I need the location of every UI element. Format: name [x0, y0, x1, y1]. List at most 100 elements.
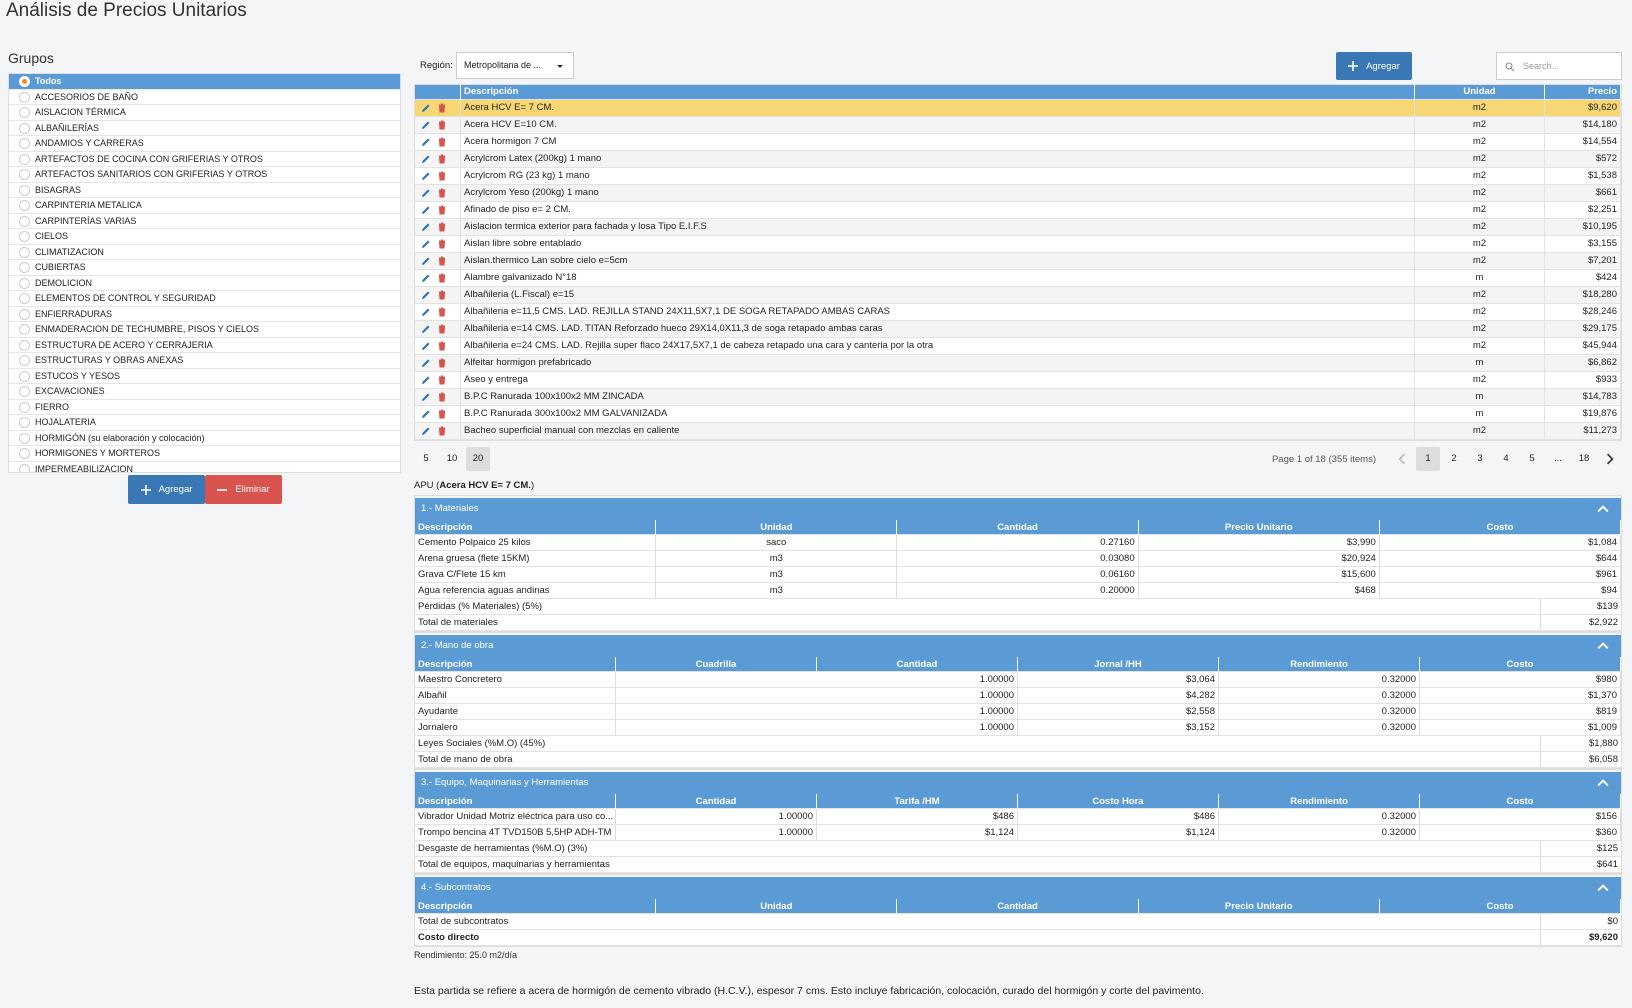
- dropdown-caret[interactable]: [555, 61, 565, 71]
- table-row[interactable]: Albañileria (L.Fiscal) e=15 m2 $18,280: [415, 287, 1621, 304]
- delete-icon[interactable]: [437, 137, 447, 147]
- group-item[interactable]: ANDAMIOS Y CARRERAS: [9, 136, 400, 152]
- radio[interactable]: [19, 215, 30, 227]
- edit-icon[interactable]: [421, 409, 431, 419]
- delete-icon[interactable]: [437, 358, 447, 368]
- table-row[interactable]: Acrylcrom Yeso (200kg) 1 mano m2 $661: [415, 185, 1621, 202]
- add-group-button[interactable]: Agregar: [128, 475, 205, 504]
- table-row[interactable]: Alfeitar hormigon prefabricado m $6,862: [415, 355, 1621, 372]
- section-header[interactable]: 1.- Materiales: [415, 498, 1621, 520]
- table-row[interactable]: B.P.C Ranurada 300x100x2 MM GALVANIZADA m…: [415, 406, 1621, 423]
- group-item[interactable]: DEMOLICION: [9, 276, 400, 291]
- page-button[interactable]: 18: [1578, 453, 1590, 464]
- collapse-icon[interactable]: [1597, 640, 1609, 652]
- table-row[interactable]: Acera HCV E=10 CM. m2 $14,180: [415, 117, 1621, 134]
- radio[interactable]: [19, 448, 30, 459]
- edit-icon[interactable]: [421, 103, 431, 113]
- page-button[interactable]: 4: [1503, 453, 1509, 464]
- radio[interactable]: [19, 370, 30, 382]
- group-item[interactable]: CARPINTERIA METALICA: [9, 198, 400, 214]
- prev-page[interactable]: [1396, 453, 1408, 465]
- table-row[interactable]: Bacheo superficial manual con mezclas en…: [415, 423, 1621, 440]
- add-button[interactable]: Agregar: [1336, 52, 1412, 80]
- group-item[interactable]: ESTUCOS Y YESOS: [9, 369, 400, 384]
- radio[interactable]: [19, 138, 30, 149]
- radio[interactable]: [19, 355, 30, 366]
- page-size[interactable]: 5: [423, 453, 429, 464]
- edit-icon[interactable]: [421, 375, 431, 385]
- table-row[interactable]: B.P.C Ranurada 100x100x2 MM ZINCADA m $14,…: [415, 389, 1621, 406]
- table-row[interactable]: Albañileria e=11,5 CMS. LAD. REJILLA STA…: [415, 304, 1621, 321]
- section-header[interactable]: 2.- Mano de obra: [415, 635, 1621, 657]
- page-size[interactable]: 10: [446, 453, 458, 464]
- edit-icon[interactable]: [421, 358, 431, 368]
- group-item[interactable]: CUBIERTAS: [9, 260, 400, 276]
- radio[interactable]: [19, 339, 30, 351]
- delete-icon[interactable]: [437, 375, 447, 385]
- table-row[interactable]: Acrylcrom Latex (200kg) 1 mano m2 $572: [415, 151, 1621, 168]
- delete-icon[interactable]: [437, 239, 447, 249]
- group-item[interactable]: CIELOS: [9, 229, 400, 245]
- group-item[interactable]: BISAGRAS: [9, 183, 400, 198]
- radio[interactable]: [19, 246, 30, 258]
- edit-icon[interactable]: [421, 137, 431, 147]
- group-item[interactable]: EXCAVACIONES: [9, 384, 400, 400]
- delete-icon[interactable]: [437, 154, 447, 164]
- edit-icon[interactable]: [421, 239, 431, 249]
- delete-icon[interactable]: [437, 171, 447, 181]
- radio[interactable]: [19, 184, 30, 196]
- delete-group-button[interactable]: Eliminar: [205, 475, 282, 504]
- group-item[interactable]: ARTEFACTOS DE COCINA CON GRIFERIAS Y OTR…: [9, 152, 400, 167]
- edit-icon[interactable]: [421, 341, 431, 351]
- page-button[interactable]: 1: [1416, 447, 1440, 471]
- group-item[interactable]: HORMIGONES Y MORTEROS: [9, 446, 400, 462]
- radio[interactable]: [19, 107, 30, 118]
- delete-icon[interactable]: [437, 103, 447, 113]
- plus-icon[interactable]: [1348, 61, 1359, 71]
- group-item[interactable]: CARPINTERÍAS VARIAS: [9, 214, 400, 229]
- table-row[interactable]: Aislan libre sobre entablado m2 $3,155: [415, 236, 1621, 253]
- delete-icon[interactable]: [437, 341, 447, 351]
- delete-icon[interactable]: [437, 188, 447, 198]
- delete-icon[interactable]: [437, 120, 447, 130]
- group-item[interactable]: HORMIGÓN (su elaboración y colocación): [9, 431, 400, 446]
- search-box[interactable]: Search...: [1496, 52, 1622, 80]
- radio[interactable]: [19, 122, 30, 134]
- region-select[interactable]: Metropolitana de ...: [456, 52, 574, 79]
- delete-icon[interactable]: [437, 426, 447, 436]
- group-item[interactable]: ELEMENTOS DE CONTROL Y SEGURIDAD: [9, 291, 400, 307]
- radio[interactable]: [19, 91, 30, 103]
- group-item[interactable]: CLIMATIZACION: [9, 245, 400, 260]
- group-item[interactable]: HOJALATERIA: [9, 415, 400, 431]
- delete-icon[interactable]: [437, 324, 447, 334]
- table-row[interactable]: Acrylcrom RG (23 kg) 1 mano m2 $1,538: [415, 168, 1621, 185]
- edit-icon[interactable]: [421, 171, 431, 181]
- plus-icon[interactable]: [140, 484, 151, 495]
- delete-icon[interactable]: [437, 392, 447, 402]
- radio[interactable]: [19, 169, 30, 180]
- radio[interactable]: [19, 293, 30, 304]
- group-item[interactable]: ALBAÑILERÍAS: [9, 121, 400, 136]
- group-item[interactable]: IMPERMEABILIZACION: [9, 462, 400, 472]
- delete-icon[interactable]: [437, 290, 447, 300]
- page-button[interactable]: 2: [1451, 453, 1457, 464]
- table-row[interactable]: Aislacion termica exterior para fachada …: [415, 219, 1621, 236]
- table-row[interactable]: Aseo y entrega m2 $933: [415, 372, 1621, 389]
- edit-icon[interactable]: [421, 273, 431, 283]
- table-row[interactable]: Albañileria e=24 CMS. LAD. Rejilla super…: [415, 338, 1621, 355]
- edit-icon[interactable]: [421, 392, 431, 402]
- edit-icon[interactable]: [421, 154, 431, 164]
- radio[interactable]: [19, 324, 30, 335]
- group-item[interactable]: FIERRO: [9, 400, 400, 415]
- radio[interactable]: [19, 76, 30, 87]
- next-page[interactable]: [1604, 453, 1616, 465]
- page-size[interactable]: 20: [466, 447, 490, 471]
- radio[interactable]: [19, 417, 30, 428]
- table-row[interactable]: Aislan.thermico Lan sobre cielo e=5cm m2 $…: [415, 253, 1621, 270]
- edit-icon[interactable]: [421, 222, 431, 232]
- edit-icon[interactable]: [421, 205, 431, 215]
- section-header[interactable]: 4.- Subcontratos: [415, 877, 1621, 899]
- group-item[interactable]: ESTRUCTURA DE ACERO Y CERRAJERIA: [9, 338, 400, 353]
- group-item[interactable]: ACCESORIOS DE BAÑO: [9, 90, 400, 105]
- group-item[interactable]: ESTRUCTURAS Y OBRAS ANEXAS: [9, 353, 400, 369]
